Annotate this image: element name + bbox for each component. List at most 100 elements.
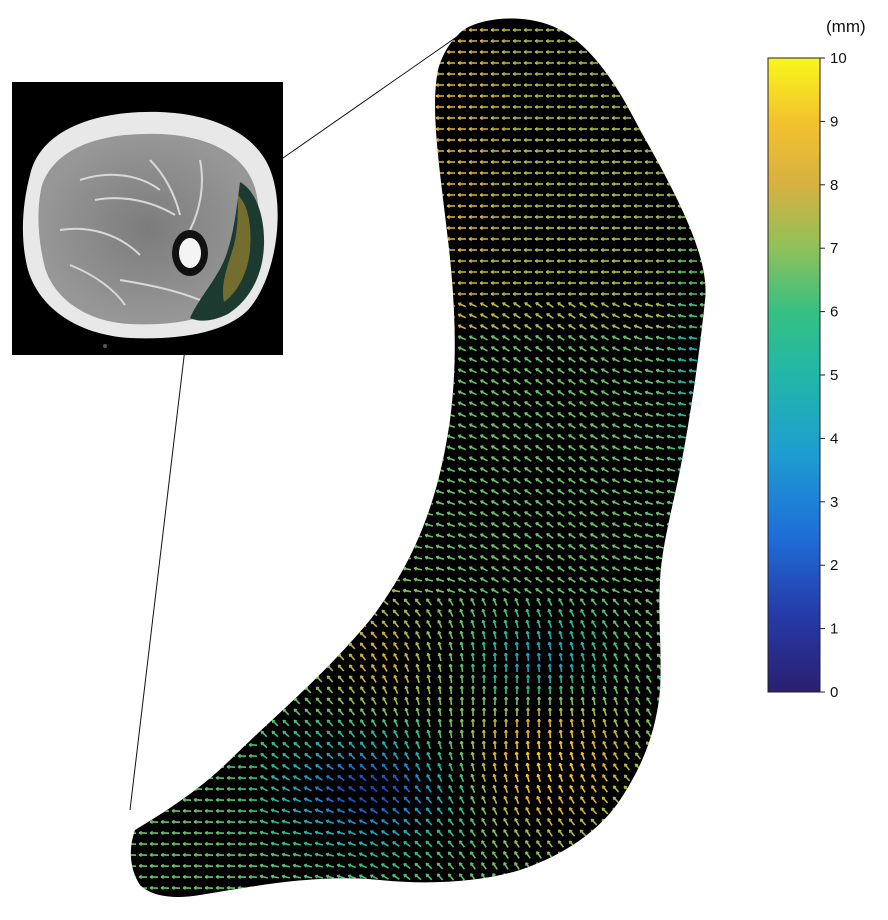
displacement-arrow xyxy=(336,457,346,461)
displacement-arrow-head xyxy=(688,71,692,77)
displacement-arrow-head xyxy=(446,368,451,373)
displacement-arrow xyxy=(622,489,632,495)
displacement-arrow-head xyxy=(358,38,362,44)
displacement-arrow-head xyxy=(402,258,406,264)
displacement-arrow-head xyxy=(512,203,516,209)
displacement-arrow-head xyxy=(402,203,406,209)
displacement-arrow xyxy=(590,511,598,517)
displacement-arrow-head xyxy=(677,412,682,417)
displacement-arrow-head xyxy=(314,203,318,209)
displacement-arrow-head xyxy=(490,236,494,242)
displacement-arrow-head xyxy=(248,478,252,483)
displacement-arrow-head xyxy=(248,401,252,406)
displacement-arrow-head xyxy=(413,522,418,527)
displacement-arrow-head xyxy=(600,93,604,99)
displacement-arrow xyxy=(314,380,324,384)
displacement-arrow xyxy=(413,347,423,351)
displacement-arrow-head xyxy=(579,478,583,482)
displacement-arrow-head xyxy=(567,170,571,176)
displacement-arrow xyxy=(413,391,423,395)
displacement-arrow-head xyxy=(446,467,451,472)
displacement-arrow-head xyxy=(292,38,296,44)
displacement-arrow-head xyxy=(336,324,340,329)
displacement-arrow-head xyxy=(303,302,308,307)
displacement-arrow xyxy=(502,324,510,330)
displacement-arrow-head xyxy=(281,489,286,494)
displacement-arrow xyxy=(644,490,654,494)
displacement-arrow-head xyxy=(688,27,692,33)
displacement-arrow xyxy=(424,336,434,340)
displacement-arrow-head xyxy=(644,170,648,176)
displacement-arrow-head xyxy=(424,368,429,373)
displacement-arrow-head xyxy=(502,357,506,361)
displacement-arrow-head xyxy=(446,60,450,66)
displacement-arrow-head xyxy=(259,489,264,494)
displacement-arrow-head xyxy=(347,159,351,165)
displacement-arrow-head xyxy=(402,269,406,275)
displacement-arrow xyxy=(612,390,620,396)
displacement-arrow xyxy=(699,523,706,527)
displacement-arrow xyxy=(347,424,357,428)
displacement-arrow-head xyxy=(413,478,418,483)
displacement-arrow-head xyxy=(391,379,396,384)
displacement-arrow xyxy=(391,468,401,472)
displacement-arrow-head xyxy=(303,368,308,373)
displacement-arrow xyxy=(424,446,434,450)
displacement-arrow-head xyxy=(633,434,638,439)
displacement-arrow-head xyxy=(490,181,494,187)
displacement-arrow-head xyxy=(347,390,351,395)
displacement-arrow xyxy=(557,357,565,363)
displacement-arrow-head xyxy=(270,379,275,384)
displacement-arrow-head xyxy=(237,71,241,76)
displacement-arrow xyxy=(644,303,654,307)
displacement-arrow xyxy=(666,468,676,472)
displacement-arrow-head xyxy=(457,280,461,286)
displacement-arrow-head xyxy=(215,357,219,362)
displacement-arrow-head xyxy=(611,258,615,264)
displacement-arrow-head xyxy=(523,126,527,132)
displacement-arrow-head xyxy=(633,192,637,198)
displacement-arrow-head xyxy=(402,511,407,516)
displacement-arrow-head xyxy=(546,379,550,383)
displacement-arrow-head xyxy=(622,467,627,472)
displacement-arrow-head xyxy=(589,533,594,537)
displacement-arrow-head xyxy=(369,456,373,461)
displacement-arrow xyxy=(369,303,379,307)
displacement-arrow-head xyxy=(347,346,351,351)
displacement-arrow xyxy=(655,523,665,527)
displacement-arrow-head xyxy=(644,324,649,329)
displacement-arrow xyxy=(502,346,510,352)
displacement-arrow-head xyxy=(358,291,362,297)
displacement-arrow-head xyxy=(413,60,417,66)
displacement-arrow-head xyxy=(611,522,616,527)
displacement-arrow-head xyxy=(546,511,550,515)
displacement-arrow xyxy=(480,368,488,374)
displacement-arrow-head xyxy=(369,159,373,165)
displacement-arrow xyxy=(391,457,401,461)
displacement-arrow-head xyxy=(611,379,616,384)
displacement-arrow-head xyxy=(138,49,142,54)
displacement-arrow-head xyxy=(446,49,450,55)
displacement-arrow xyxy=(259,423,269,429)
displacement-arrow-head xyxy=(391,390,396,395)
displacement-arrow xyxy=(424,391,434,395)
displacement-arrow-head xyxy=(182,478,186,483)
displacement-arrow xyxy=(303,413,313,417)
displacement-arrow-head xyxy=(534,148,538,154)
displacement-arrow xyxy=(402,534,412,538)
displacement-arrow xyxy=(391,314,401,318)
displacement-arrow-head xyxy=(600,203,604,209)
displacement-arrow-head xyxy=(358,467,362,472)
displacement-arrow xyxy=(622,412,632,418)
displacement-arrow-head xyxy=(171,390,175,395)
displacement-arrow-head xyxy=(446,478,451,483)
displacement-arrow xyxy=(579,302,587,308)
displacement-arrow-head xyxy=(622,379,627,384)
displacement-arrow-head xyxy=(292,313,297,318)
displacement-arrow xyxy=(524,335,532,341)
displacement-arrow-head xyxy=(303,247,307,253)
displacement-arrow-head xyxy=(358,137,362,143)
displacement-arrow-head xyxy=(435,434,440,439)
displacement-arrow xyxy=(435,380,445,384)
displacement-arrow-head xyxy=(369,522,373,527)
